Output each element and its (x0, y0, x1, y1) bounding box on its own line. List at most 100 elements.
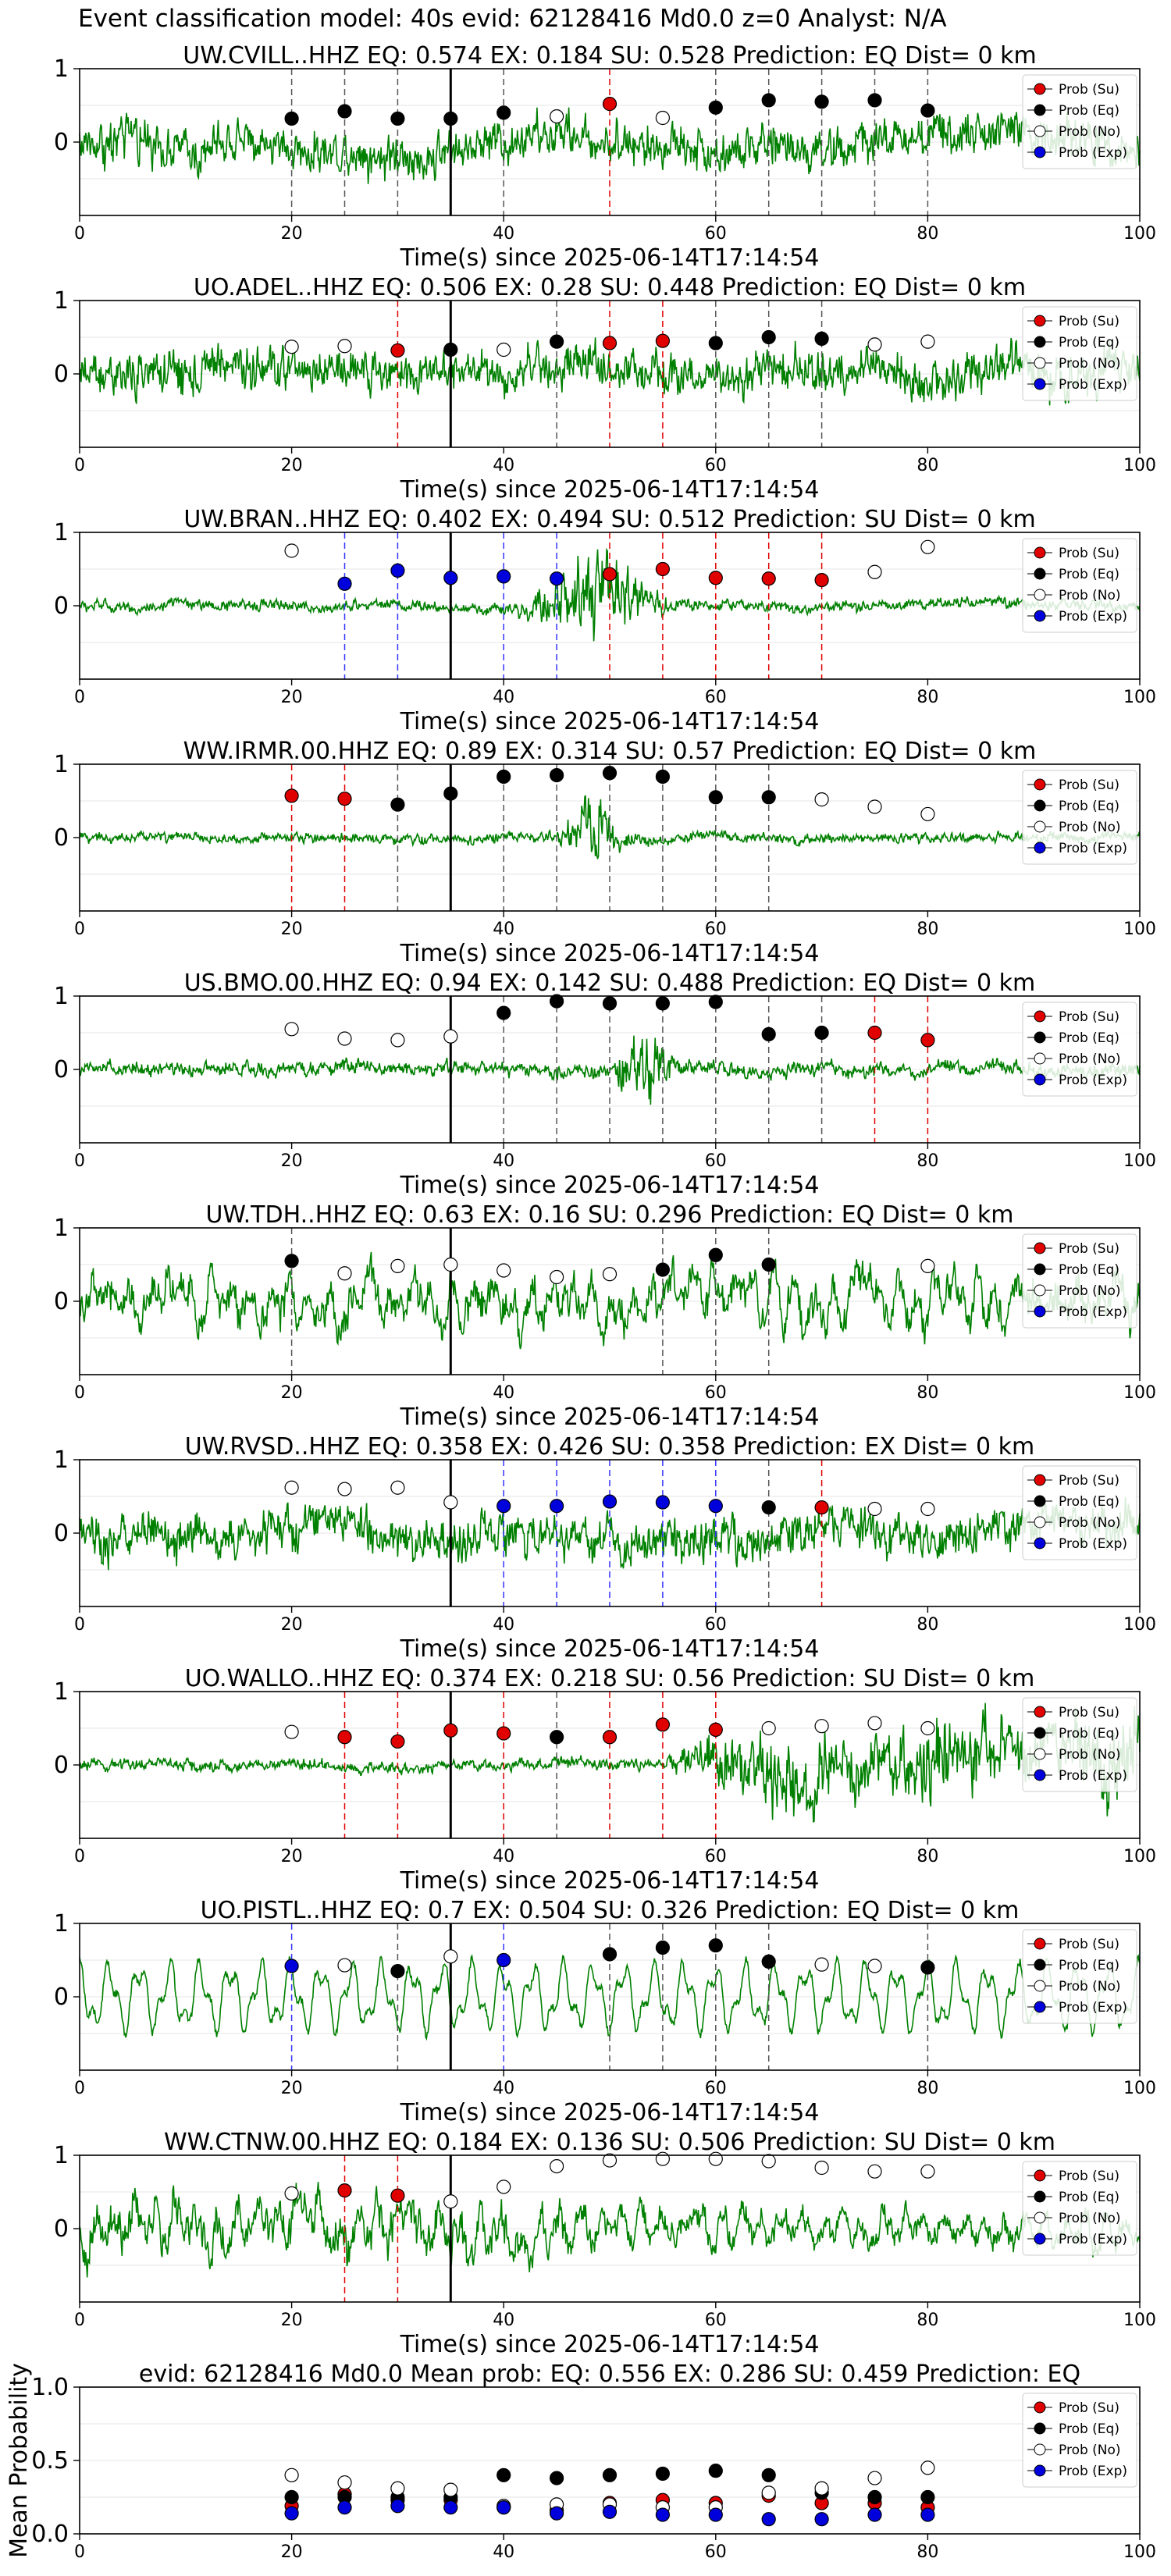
prob-marker-exp (390, 563, 405, 578)
prob-marker-eq (602, 766, 618, 781)
panel-6: UW.TDH..HHZ EQ: 0.63 EX: 0.16 SU: 0.296 … (54, 1201, 1156, 1431)
prob-marker-eq (497, 1005, 511, 1020)
x-axis-label: Time(s) since 2025-06-14T17:14:54 (400, 1172, 820, 1199)
mean-prob-marker-exp (497, 2500, 511, 2515)
x-tick-label: 100 (1123, 2542, 1156, 2562)
prob-marker-no (443, 1495, 458, 1510)
prob-marker-eq (549, 994, 564, 1009)
legend-marker-su (1034, 546, 1046, 559)
legend-marker-no (1034, 1052, 1046, 1065)
x-tick-label: 100 (1123, 1151, 1156, 1171)
prob-marker-no (814, 792, 829, 807)
prob-marker-su (602, 336, 618, 350)
prob-marker-no (284, 1724, 299, 1739)
legend-label: Prob (No) (1059, 1979, 1121, 1994)
panel-1: UW.CVILL..HHZ EQ: 0.574 EX: 0.184 SU: 0.… (54, 42, 1156, 272)
prob-marker-su (920, 1033, 935, 1048)
prob-marker-eq (443, 342, 458, 358)
prob-marker-exp (655, 1495, 671, 1510)
legend-marker-eq (1034, 336, 1046, 348)
legend-marker-exp (1034, 146, 1046, 158)
x-tick-label: 20 (281, 1383, 303, 1403)
prob-marker-eq (497, 105, 511, 120)
x-axis-label: Time(s) since 2025-06-14T17:14:54 (400, 1867, 820, 1895)
legend-marker-su (1034, 2401, 1046, 2414)
x-tick-label: 0 (74, 2311, 85, 2330)
prob-marker-eq (708, 1247, 723, 1262)
prob-marker-exp (497, 1952, 511, 1968)
legend-label: Prob (Eq) (1059, 2421, 1119, 2437)
prob-marker-eq (549, 767, 564, 783)
x-tick-label: 40 (493, 456, 514, 475)
legend-label: Prob (No) (1059, 1051, 1121, 1067)
y-tick-label: 1 (54, 1446, 69, 1474)
legend-label: Prob (Exp) (1059, 2232, 1127, 2247)
x-tick-label: 80 (917, 1615, 938, 1635)
y-tick-label: 1 (54, 983, 69, 1010)
panel-8: UO.WALLO..HHZ EQ: 0.374 EX: 0.218 SU: 0.… (54, 1665, 1156, 1895)
mean-prob-marker-no (814, 2481, 829, 2496)
x-tick-label: 100 (1123, 224, 1156, 244)
prob-marker-no (920, 2164, 935, 2179)
prob-marker-no (284, 1480, 299, 1495)
legend-marker-su (1034, 1706, 1046, 1718)
x-tick-label: 80 (917, 1151, 938, 1171)
x-axis-label: Time(s) since 2025-06-14T17:14:54 (400, 1404, 820, 1431)
legend-label: Prob (Eq) (1059, 567, 1119, 582)
legend-label: Prob (No) (1059, 356, 1121, 372)
prob-marker-eq (761, 790, 776, 805)
prob-marker-exp (549, 571, 564, 586)
prob-marker-no (761, 2154, 776, 2169)
x-tick-label: 80 (917, 1383, 938, 1403)
y-tick-label: 0 (54, 129, 69, 156)
x-tick-label: 60 (705, 1615, 727, 1635)
prob-marker-exp (443, 571, 458, 585)
legend-label: Prob (Eq) (1059, 1726, 1119, 1742)
panel-title: UO.WALLO..HHZ EQ: 0.374 EX: 0.218 SU: 0.… (185, 1665, 1035, 1692)
legend-marker-eq (1034, 1495, 1046, 1507)
y-tick-label: 1.0 (31, 2374, 69, 2401)
legend-label: Prob (No) (1059, 1747, 1121, 1763)
x-axis-label: Time(s) since 2025-06-14T17:14:54 (400, 244, 820, 272)
legend-label: Prob (Su) (1059, 546, 1119, 561)
mean-prob-marker-exp (390, 2499, 405, 2514)
x-tick-label: 0 (74, 688, 85, 707)
mean-prob-marker-no (284, 2467, 299, 2482)
x-tick-label: 60 (705, 456, 727, 475)
panel-title: WW.IRMR.00.HHZ EQ: 0.89 EX: 0.314 SU: 0.… (183, 738, 1037, 765)
mean-prob-marker-eq (655, 2466, 671, 2482)
mean-prob-marker-eq (497, 2467, 511, 2482)
legend-label: Prob (Su) (1059, 1473, 1119, 1489)
mean-prob-marker-exp (284, 2506, 299, 2521)
prob-marker-no (443, 1949, 458, 1964)
legend-marker-su (1034, 1010, 1046, 1023)
x-tick-label: 20 (281, 1151, 303, 1171)
prob-marker-su (390, 343, 405, 358)
legend-marker-no (1034, 2443, 1046, 2456)
panel-title: evid: 62128416 Md0.0 Mean prob: EQ: 0.55… (139, 2361, 1080, 2388)
prob-marker-no (920, 539, 935, 554)
legend-label: Prob (No) (1059, 820, 1121, 835)
legend-marker-exp (1034, 1769, 1046, 1781)
x-tick-label: 40 (493, 2542, 514, 2562)
legend-label: Prob (Su) (1059, 2169, 1119, 2184)
x-tick-label: 0 (74, 920, 85, 939)
legend-marker-eq (1034, 1727, 1046, 1739)
prob-marker-no (284, 340, 299, 354)
x-tick-label: 20 (281, 920, 303, 939)
legend-box (1022, 74, 1137, 169)
prob-marker-no (867, 1959, 882, 1973)
prob-marker-eq (761, 1500, 776, 1515)
x-tick-label: 100 (1123, 920, 1156, 939)
prob-marker-eq (920, 103, 935, 118)
y-tick-label: 0 (54, 1288, 69, 1315)
mean-prob-marker-no (337, 2475, 352, 2490)
x-tick-label: 60 (705, 2542, 727, 2562)
panel-7: UW.RVSD..HHZ EQ: 0.358 EX: 0.426 SU: 0.3… (54, 1433, 1156, 1663)
x-tick-label: 0 (74, 1151, 85, 1171)
panel-9: UO.PISTL..HHZ EQ: 0.7 EX: 0.504 SU: 0.32… (54, 1897, 1156, 2126)
panel-title: UW.BRAN..HHZ EQ: 0.402 EX: 0.494 SU: 0.5… (183, 506, 1035, 533)
prob-marker-no (337, 1266, 352, 1281)
panel-title: UW.TDH..HHZ EQ: 0.63 EX: 0.16 SU: 0.296 … (205, 1201, 1013, 1229)
